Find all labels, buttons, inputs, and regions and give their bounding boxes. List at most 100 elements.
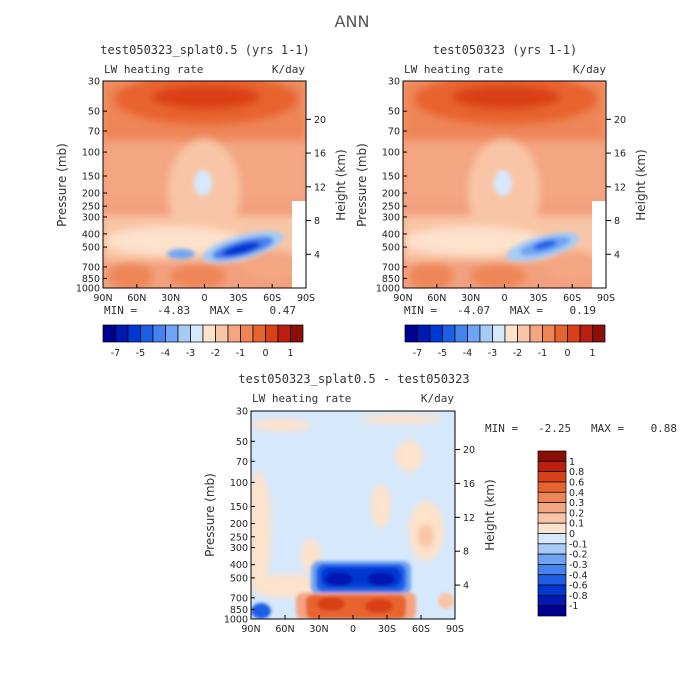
colorbar-swatch xyxy=(542,324,556,343)
x-tick-label: 60S xyxy=(412,624,430,635)
colorbar-label: -1 xyxy=(569,601,578,612)
panel-2-colorbar: -7 -5 -4 -3 -2 -1 0 1 xyxy=(404,324,606,359)
y-tick-label: 70 xyxy=(388,127,400,138)
panel-3-plot xyxy=(251,411,455,619)
colorbar-label: -5 xyxy=(136,348,145,359)
colorbar-label: 0 xyxy=(569,529,575,540)
colorbar-swatch xyxy=(537,574,567,586)
x-tick-label: 30S xyxy=(229,293,247,304)
colorbar-label: 1 xyxy=(589,348,595,359)
colorbar-label: -3 xyxy=(186,348,195,359)
y-tick-label: 400 xyxy=(230,560,248,571)
height-tick-label: 16 xyxy=(463,479,475,490)
colorbar-label: -1 xyxy=(538,348,547,359)
x-tick-label: 60S xyxy=(563,293,581,304)
y-tick-label: 250 xyxy=(82,202,100,213)
colorbar-swatch xyxy=(467,324,481,343)
panel-2-plot xyxy=(403,81,606,288)
panel-1-right-axis-label: Height (km) xyxy=(334,149,348,220)
colorbar-label: 0.1 xyxy=(569,519,584,530)
colorbar-swatch xyxy=(537,522,567,534)
height-tick-label: 4 xyxy=(314,250,320,261)
colorbar-label: -4 xyxy=(161,348,170,359)
panel-1-plot xyxy=(103,81,306,288)
y-tick-label: 400 xyxy=(382,229,400,240)
x-tick-label: 90S xyxy=(446,624,464,635)
y-tick-label: 1000 xyxy=(76,284,100,295)
panel-3-right-label: K/day xyxy=(421,392,454,405)
colorbar-swatch xyxy=(277,324,291,343)
y-tick-label: 1000 xyxy=(376,284,400,295)
colorbar-swatch xyxy=(152,324,166,343)
y-tick-label: 850 xyxy=(82,274,100,285)
panel-3-right-axis-label: Height (km) xyxy=(483,479,497,550)
colorbar-swatch xyxy=(537,533,567,545)
y-tick-label: 70 xyxy=(236,457,248,468)
colorbar-label: -7 xyxy=(413,348,422,359)
colorbar-swatch xyxy=(227,324,241,343)
colorbar-swatch xyxy=(127,324,141,343)
page-title: ANN xyxy=(335,12,370,31)
colorbar-swatch xyxy=(240,324,254,343)
colorbar-swatch xyxy=(537,460,567,472)
panel-3-title: test050323_splat0.5 - test050323 xyxy=(238,372,469,386)
colorbar-label: -0.6 xyxy=(569,581,588,592)
panel-1-x-ticks: 90N 60N 30N 0 30S 60S 90S xyxy=(93,284,315,304)
y-tick-label: 150 xyxy=(230,502,248,513)
y-tick-label: 100 xyxy=(82,148,100,159)
x-tick-label: 60N xyxy=(127,293,146,304)
colorbar-label: 0.2 xyxy=(569,508,584,519)
colorbar-swatch xyxy=(417,324,431,343)
x-tick-label: 90S xyxy=(597,293,615,304)
colorbar-swatch xyxy=(404,324,418,343)
colorbar-swatch xyxy=(529,324,543,343)
y-tick-label: 300 xyxy=(382,212,400,223)
colorbar-label: 1 xyxy=(287,348,293,359)
colorbar-swatch xyxy=(102,324,116,343)
y-tick-label: 400 xyxy=(82,229,100,240)
height-tick-label: 8 xyxy=(314,216,320,227)
y-tick-label: 50 xyxy=(236,437,248,448)
x-tick-label: 30N xyxy=(461,293,480,304)
colorbar-swatch xyxy=(554,324,568,343)
colorbar-swatch xyxy=(504,324,518,343)
colorbar-label: 0 xyxy=(262,348,268,359)
x-tick-label: 0 xyxy=(501,293,507,304)
y-tick-label: 200 xyxy=(82,188,100,199)
y-tick-label: 30 xyxy=(388,77,400,88)
colorbar-label: 0.4 xyxy=(569,488,584,499)
colorbar-swatch xyxy=(115,324,129,343)
colorbar-swatch xyxy=(537,543,567,555)
y-tick-label: 500 xyxy=(382,243,400,254)
x-tick-label: 90N xyxy=(241,624,260,635)
colorbar-swatch xyxy=(492,324,506,343)
colorbar-swatch xyxy=(537,471,567,483)
y-tick-label: 30 xyxy=(236,407,248,418)
x-tick-label: 60N xyxy=(427,293,446,304)
panel-1-y-axis-label: Pressure (mb) xyxy=(55,143,69,227)
colorbar-swatch xyxy=(537,584,567,596)
x-tick-label: 0 xyxy=(350,624,356,635)
panel-1-right-label: K/day xyxy=(272,63,305,76)
colorbar-swatch xyxy=(429,324,443,343)
height-tick-label: 12 xyxy=(463,513,475,524)
y-tick-label: 700 xyxy=(230,593,248,604)
panel-1-title: test050323_splat0.5 (yrs 1-1) xyxy=(100,43,310,57)
colorbar-swatch xyxy=(265,324,279,343)
colorbar-label: -2 xyxy=(513,348,522,359)
colorbar-swatch xyxy=(165,324,179,343)
y-tick-label: 30 xyxy=(88,77,100,88)
colorbar-label: -0.2 xyxy=(569,550,588,561)
height-tick-label: 12 xyxy=(614,182,626,193)
colorbar-label: 0.3 xyxy=(569,498,584,509)
panel-1-stats: MIN = -4.83 MAX = 0.47 xyxy=(104,304,296,317)
colorbar-swatch xyxy=(537,512,567,524)
x-tick-label: 90N xyxy=(393,293,412,304)
colorbar-label: -0.4 xyxy=(569,570,588,581)
x-tick-label: 30N xyxy=(161,293,180,304)
colorbar-swatch xyxy=(537,450,567,462)
colorbar-swatch xyxy=(537,502,567,514)
y-tick-label: 70 xyxy=(88,127,100,138)
panel-3-height-ticks: 20 16 12 8 4 xyxy=(455,445,475,592)
